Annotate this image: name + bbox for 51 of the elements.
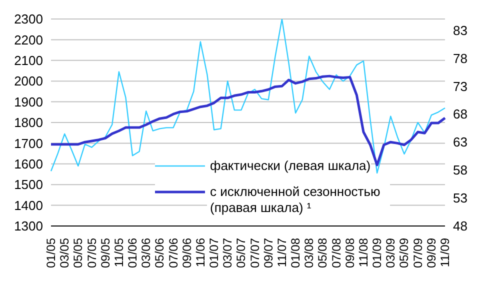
x-tick-label: 09/09 xyxy=(424,238,438,268)
y2-tick-label: 73 xyxy=(453,78,468,94)
y-tick-label: 1700 xyxy=(14,136,43,151)
y-tick-label: 2200 xyxy=(14,32,43,48)
x-tick-label: 09/05 xyxy=(98,238,112,268)
y2-tick-label: 58 xyxy=(453,162,468,178)
y2-tick-label: 48 xyxy=(453,218,468,234)
y-tick-label: 2000 xyxy=(14,74,43,89)
y-tick-label: 1900 xyxy=(14,94,43,110)
x-tick-label: 07/07 xyxy=(248,238,262,268)
x-tick-label: 07/08 xyxy=(329,238,344,268)
x-tick-label: 07/05 xyxy=(84,238,99,268)
x-tick-label: 01/09 xyxy=(370,238,384,268)
y2-tick-label: 83 xyxy=(453,22,468,38)
x-tick-label: 03/06 xyxy=(139,238,154,268)
x-tick-label: 11/05 xyxy=(112,238,126,268)
x-tick-label: 11/08 xyxy=(356,238,370,268)
y-tick-label: 2100 xyxy=(14,53,43,68)
x-tick-label: 11/09 xyxy=(438,238,452,268)
x-tick-label: 05/05 xyxy=(71,238,86,268)
x-tick-label: 07/09 xyxy=(410,238,425,268)
x-tick-label: 07/06 xyxy=(166,238,180,268)
x-tick-label: 05/07 xyxy=(234,238,248,268)
x-tick-label: 03/08 xyxy=(302,238,316,268)
x-tick-label: 03/09 xyxy=(384,238,398,268)
x-tick-label: 05/06 xyxy=(152,238,167,268)
legend-label: фактически (левая шкала) xyxy=(207,158,371,174)
x-tick-label: 01/06 xyxy=(126,238,140,268)
y-tick-label: 1800 xyxy=(14,115,43,130)
x-tick-label: 03/07 xyxy=(220,238,235,268)
y2-tick-label: 78 xyxy=(453,50,468,66)
x-tick-label: 01/05 xyxy=(44,238,58,268)
y-tick-label: 1600 xyxy=(14,156,43,172)
y-tick-label: 2300 xyxy=(14,12,43,27)
legend-label: с исключенной сезонностью (правая шкала) ¹ xyxy=(207,184,390,216)
x-tick-label: 09/07 xyxy=(261,238,276,268)
x-tick-label: 01/07 xyxy=(207,238,222,268)
y2-tick-label: 68 xyxy=(453,106,468,122)
x-tick-label: 09/08 xyxy=(342,238,357,268)
y2-tick-label: 53 xyxy=(453,190,468,206)
y-tick-label: 1400 xyxy=(14,198,43,213)
y-tick-label: 1500 xyxy=(14,177,43,192)
y-tick-label: 1300 xyxy=(14,218,43,234)
x-tick-label: 01/08 xyxy=(288,238,303,268)
x-tick-label: 03/05 xyxy=(58,238,72,268)
x-tick-label: 05/08 xyxy=(316,238,330,268)
x-tick-label: 11/06 xyxy=(193,238,208,268)
x-tick-label: 09/06 xyxy=(180,238,194,268)
y2-tick-label: 63 xyxy=(453,134,468,150)
x-tick-label: 05/09 xyxy=(397,238,412,268)
x-tick-label: 11/07 xyxy=(274,238,289,268)
